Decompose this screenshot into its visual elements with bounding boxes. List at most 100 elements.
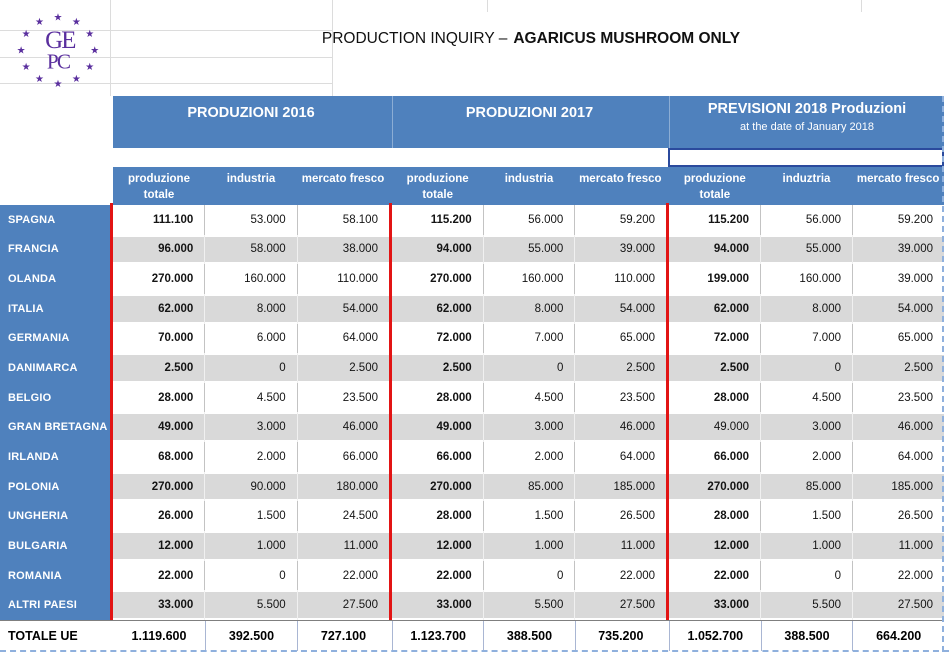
data-cell[interactable]: 0 bbox=[482, 560, 575, 591]
column-header[interactable]: industria bbox=[504, 173, 554, 185]
data-cell[interactable]: 110.000 bbox=[296, 264, 389, 294]
data-cell[interactable]: 66.000 bbox=[296, 442, 389, 472]
data-cell[interactable]: 0 bbox=[760, 560, 852, 591]
data-cell[interactable]: 270.000 bbox=[430, 273, 472, 286]
data-cell[interactable]: 12.000 bbox=[158, 539, 194, 552]
data-cell[interactable]: 59.200 bbox=[574, 205, 666, 235]
data-cell[interactable]: 2.000 bbox=[482, 442, 575, 472]
data-cell[interactable]: 160.000 bbox=[760, 264, 852, 294]
data-cell[interactable]: 59.200 bbox=[852, 205, 944, 235]
group-header-2017[interactable]: PRODUZIONI 2017 bbox=[392, 96, 666, 148]
data-cell[interactable]: 46.000 bbox=[574, 412, 666, 443]
total-cell[interactable]: 1.123.700 bbox=[392, 621, 483, 651]
column-header[interactable]: produzione totale bbox=[128, 173, 190, 201]
data-cell[interactable]: 66.000 bbox=[436, 450, 472, 463]
data-cell[interactable]: 62.000 bbox=[713, 302, 749, 315]
data-cell[interactable]: 27.500 bbox=[296, 590, 389, 620]
data-cell[interactable]: 2.000 bbox=[204, 442, 296, 472]
row-label[interactable]: IRLANDA bbox=[8, 450, 59, 463]
column-header[interactable]: mercato fresco bbox=[856, 173, 940, 185]
data-cell[interactable]: 12.000 bbox=[436, 539, 472, 552]
data-cell[interactable]: 1.500 bbox=[760, 501, 852, 532]
column-header[interactable]: produzione totale bbox=[406, 173, 469, 201]
data-cell[interactable]: 55.000 bbox=[760, 234, 852, 265]
data-cell[interactable]: 180.000 bbox=[296, 471, 389, 502]
data-cell[interactable]: 49.000 bbox=[436, 421, 472, 434]
row-label[interactable]: GERMANIA bbox=[8, 332, 70, 345]
data-cell[interactable]: 0 bbox=[760, 353, 852, 383]
data-cell[interactable]: 66.000 bbox=[713, 450, 749, 463]
data-cell[interactable]: 28.000 bbox=[158, 391, 194, 404]
data-cell[interactable]: 5.500 bbox=[760, 590, 852, 620]
data-cell[interactable]: 4.500 bbox=[204, 382, 296, 413]
group-header-2016[interactable]: PRODUZIONI 2016 bbox=[113, 96, 389, 148]
data-cell[interactable]: 270.000 bbox=[151, 273, 194, 286]
data-cell[interactable]: 26.000 bbox=[158, 510, 194, 523]
data-cell[interactable]: 85.000 bbox=[482, 471, 575, 502]
row-label[interactable]: BELGIO bbox=[8, 391, 52, 404]
data-cell[interactable]: 185.000 bbox=[852, 471, 944, 502]
data-cell[interactable]: 115.200 bbox=[430, 213, 472, 226]
row-label[interactable]: ROMANIA bbox=[8, 569, 62, 582]
data-cell[interactable]: 0 bbox=[204, 560, 296, 591]
group-header-2018[interactable]: PREVISIONI 2018 Produzioni at the date o… bbox=[669, 96, 944, 148]
data-cell[interactable]: 33.000 bbox=[436, 599, 472, 612]
data-cell[interactable]: 4.500 bbox=[760, 382, 852, 413]
data-cell[interactable]: 2.000 bbox=[760, 442, 852, 472]
data-cell[interactable]: 6.000 bbox=[204, 323, 296, 354]
total-cell[interactable]: 727.100 bbox=[297, 621, 389, 651]
data-cell[interactable]: 270.000 bbox=[151, 480, 194, 493]
row-label[interactable]: POLONIA bbox=[8, 480, 60, 493]
row-label[interactable]: SPAGNA bbox=[8, 213, 56, 226]
data-cell[interactable]: 8.000 bbox=[204, 293, 296, 324]
data-cell[interactable]: 7.000 bbox=[482, 323, 575, 354]
column-header[interactable]: induztria bbox=[782, 173, 831, 185]
data-cell[interactable]: 85.000 bbox=[760, 471, 852, 502]
data-cell[interactable]: 72.000 bbox=[713, 332, 749, 345]
row-label[interactable]: ALTRI PAESI bbox=[8, 599, 78, 612]
data-cell[interactable]: 68.000 bbox=[158, 450, 194, 463]
data-cell[interactable]: 90.000 bbox=[204, 471, 296, 502]
data-cell[interactable]: 54.000 bbox=[296, 293, 389, 324]
data-cell[interactable]: 4.500 bbox=[482, 382, 575, 413]
data-cell[interactable]: 28.000 bbox=[436, 510, 472, 523]
total-cell[interactable]: 392.500 bbox=[205, 621, 297, 651]
data-cell[interactable]: 1.500 bbox=[482, 501, 575, 532]
total-cell[interactable]: 1.119.600 bbox=[131, 629, 187, 643]
data-cell[interactable]: 27.500 bbox=[574, 590, 666, 620]
data-cell[interactable]: 1.000 bbox=[204, 531, 296, 561]
data-cell[interactable]: 46.000 bbox=[296, 412, 389, 443]
data-cell[interactable]: 2.500 bbox=[296, 353, 389, 383]
data-cell[interactable]: 270.000 bbox=[430, 480, 472, 493]
data-cell[interactable]: 12.000 bbox=[713, 539, 749, 552]
total-cell[interactable]: 388.500 bbox=[483, 621, 574, 651]
data-cell[interactable]: 0 bbox=[482, 353, 575, 383]
row-label[interactable]: ITALIA bbox=[8, 302, 44, 315]
data-cell[interactable]: 2.500 bbox=[574, 353, 666, 383]
total-cell[interactable]: 664.200 bbox=[852, 621, 944, 651]
data-cell[interactable]: 199.000 bbox=[707, 273, 749, 286]
data-cell[interactable]: 54.000 bbox=[852, 293, 944, 324]
data-cell[interactable]: 46.000 bbox=[852, 412, 944, 443]
column-header[interactable]: mercato fresco bbox=[301, 173, 385, 185]
data-cell[interactable]: 27.500 bbox=[852, 590, 944, 620]
data-cell[interactable]: 28.000 bbox=[713, 510, 749, 523]
data-cell[interactable]: 160.000 bbox=[204, 264, 296, 294]
data-cell[interactable]: 24.500 bbox=[296, 501, 389, 532]
column-header[interactable]: produzione totale bbox=[683, 173, 746, 201]
data-cell[interactable]: 185.000 bbox=[574, 471, 666, 502]
data-cell[interactable]: 39.000 bbox=[852, 234, 944, 265]
data-cell[interactable]: 56.000 bbox=[482, 205, 575, 235]
data-cell[interactable]: 23.500 bbox=[296, 382, 389, 413]
data-cell[interactable]: 49.000 bbox=[713, 421, 749, 434]
data-cell[interactable]: 22.000 bbox=[158, 569, 194, 582]
data-cell[interactable]: 94.000 bbox=[713, 243, 749, 256]
data-cell[interactable]: 22.000 bbox=[436, 569, 472, 582]
data-cell[interactable]: 8.000 bbox=[482, 293, 575, 324]
data-cell[interactable]: 39.000 bbox=[574, 234, 666, 265]
total-cell[interactable]: 735.200 bbox=[574, 621, 666, 651]
data-cell[interactable]: 28.000 bbox=[436, 391, 472, 404]
data-cell[interactable]: 2.500 bbox=[442, 362, 472, 375]
data-cell[interactable]: 72.000 bbox=[436, 332, 472, 345]
data-cell[interactable]: 11.000 bbox=[574, 531, 666, 561]
